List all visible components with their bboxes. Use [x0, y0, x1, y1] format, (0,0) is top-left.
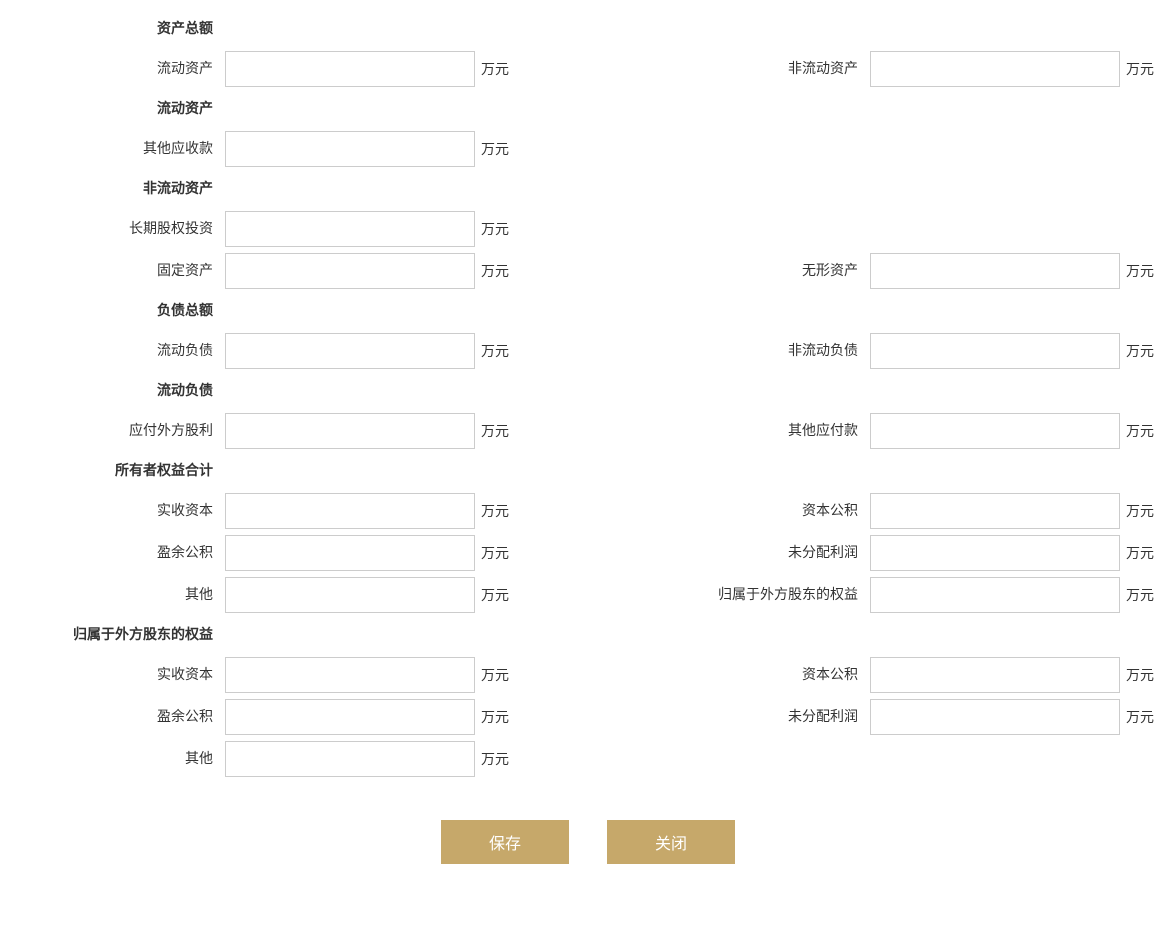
financial-form: 资产总额 流动资产 万元 非流动资产 万元 流动资产 其他应收款 万元 非流动资… [0, 10, 1176, 864]
label-f-capital-reserve: 资本公积 [600, 665, 870, 685]
input-f-capital-reserve[interactable] [870, 657, 1120, 693]
input-surplus-reserve[interactable] [225, 535, 475, 571]
close-button[interactable]: 关闭 [607, 820, 735, 864]
input-current-liabilities[interactable] [225, 333, 475, 369]
header-noncurrent-assets: 非流动资产 [0, 179, 225, 199]
header-owners-equity: 所有者权益合计 [0, 461, 225, 481]
row-other-foreign: 其他 万元 归属于外方股东的权益 万元 [0, 574, 1176, 616]
label-f-paidin-capital: 实收资本 [0, 665, 225, 685]
input-foreign-dividends-payable[interactable] [225, 413, 475, 449]
unit-label: 万元 [1126, 665, 1154, 685]
section-header-total-assets: 资产总额 [0, 10, 1176, 48]
input-intangible-assets[interactable] [870, 253, 1120, 289]
button-row: 保存 关闭 [0, 820, 1176, 864]
input-current-assets[interactable] [225, 51, 475, 87]
label-current-liabilities: 流动负债 [0, 341, 225, 361]
row-current-noncurrent-assets: 流动资产 万元 非流动资产 万元 [0, 48, 1176, 90]
input-fixed-assets[interactable] [225, 253, 475, 289]
unit-label: 万元 [481, 501, 509, 521]
section-header-current-assets: 流动资产 [0, 90, 1176, 128]
label-f-other: 其他 [0, 749, 225, 769]
row-f-other: 其他 万元 [0, 738, 1176, 780]
unit-label: 万元 [1126, 707, 1154, 727]
row-surplus-undist: 盈余公积 万元 未分配利润 万元 [0, 532, 1176, 574]
save-button[interactable]: 保存 [441, 820, 569, 864]
header-current-liabilities: 流动负债 [0, 381, 225, 401]
section-header-foreign-equity: 归属于外方股东的权益 [0, 616, 1176, 654]
unit-label: 万元 [1126, 261, 1154, 281]
input-paidin-capital[interactable] [225, 493, 475, 529]
unit-label: 万元 [1126, 421, 1154, 441]
label-intangible-assets: 无形资产 [600, 261, 870, 281]
input-other-payables[interactable] [870, 413, 1120, 449]
row-liabilities: 流动负债 万元 非流动负债 万元 [0, 330, 1176, 372]
row-fixed-intangible: 固定资产 万元 无形资产 万元 [0, 250, 1176, 292]
header-current-assets: 流动资产 [0, 99, 225, 119]
unit-label: 万元 [481, 139, 509, 159]
label-other: 其他 [0, 585, 225, 605]
unit-label: 万元 [481, 59, 509, 79]
section-header-total-liabilities: 负债总额 [0, 292, 1176, 330]
label-capital-reserve: 资本公积 [600, 501, 870, 521]
input-undistributed-profit[interactable] [870, 535, 1120, 571]
unit-label: 万元 [1126, 501, 1154, 521]
row-longterm-equity: 长期股权投资 万元 [0, 208, 1176, 250]
input-other[interactable] [225, 577, 475, 613]
label-foreign-shareholder-equity: 归属于外方股东的权益 [600, 585, 870, 605]
input-other-receivables[interactable] [225, 131, 475, 167]
row-payables: 应付外方股利 万元 其他应付款 万元 [0, 410, 1176, 452]
section-header-noncurrent-assets: 非流动资产 [0, 170, 1176, 208]
label-fixed-assets: 固定资产 [0, 261, 225, 281]
input-f-paidin-capital[interactable] [225, 657, 475, 693]
unit-label: 万元 [481, 749, 509, 769]
header-total-liabilities: 负债总额 [0, 301, 225, 321]
label-surplus-reserve: 盈余公积 [0, 543, 225, 563]
input-f-other[interactable] [225, 741, 475, 777]
label-longterm-equity: 长期股权投资 [0, 219, 225, 239]
unit-label: 万元 [481, 421, 509, 441]
section-header-current-liabilities: 流动负债 [0, 372, 1176, 410]
unit-label: 万元 [481, 543, 509, 563]
unit-label: 万元 [1126, 543, 1154, 563]
unit-label: 万元 [481, 585, 509, 605]
input-longterm-equity[interactable] [225, 211, 475, 247]
label-f-undistributed-profit: 未分配利润 [600, 707, 870, 727]
input-f-undistributed-profit[interactable] [870, 699, 1120, 735]
row-paidin-capitalreserve: 实收资本 万元 资本公积 万元 [0, 490, 1176, 532]
input-capital-reserve[interactable] [870, 493, 1120, 529]
label-current-assets: 流动资产 [0, 59, 225, 79]
label-noncurrent-liabilities: 非流动负债 [600, 341, 870, 361]
input-f-surplus-reserve[interactable] [225, 699, 475, 735]
label-noncurrent-assets: 非流动资产 [600, 59, 870, 79]
input-noncurrent-liabilities[interactable] [870, 333, 1120, 369]
header-foreign-equity: 归属于外方股东的权益 [0, 625, 225, 645]
unit-label: 万元 [1126, 585, 1154, 605]
unit-label: 万元 [481, 219, 509, 239]
input-foreign-shareholder-equity[interactable] [870, 577, 1120, 613]
row-other-receivables: 其他应收款 万元 [0, 128, 1176, 170]
header-total-assets: 资产总额 [0, 19, 225, 39]
unit-label: 万元 [481, 341, 509, 361]
unit-label: 万元 [1126, 341, 1154, 361]
unit-label: 万元 [481, 707, 509, 727]
row-f-paidin-capitalreserve: 实收资本 万元 资本公积 万元 [0, 654, 1176, 696]
unit-label: 万元 [481, 665, 509, 685]
label-other-receivables: 其他应收款 [0, 139, 225, 159]
label-other-payables: 其他应付款 [600, 421, 870, 441]
label-foreign-dividends-payable: 应付外方股利 [0, 421, 225, 441]
label-undistributed-profit: 未分配利润 [600, 543, 870, 563]
input-noncurrent-assets[interactable] [870, 51, 1120, 87]
label-paidin-capital: 实收资本 [0, 501, 225, 521]
row-f-surplus-undist: 盈余公积 万元 未分配利润 万元 [0, 696, 1176, 738]
label-f-surplus-reserve: 盈余公积 [0, 707, 225, 727]
unit-label: 万元 [481, 261, 509, 281]
unit-label: 万元 [1126, 59, 1154, 79]
section-header-owners-equity: 所有者权益合计 [0, 452, 1176, 490]
